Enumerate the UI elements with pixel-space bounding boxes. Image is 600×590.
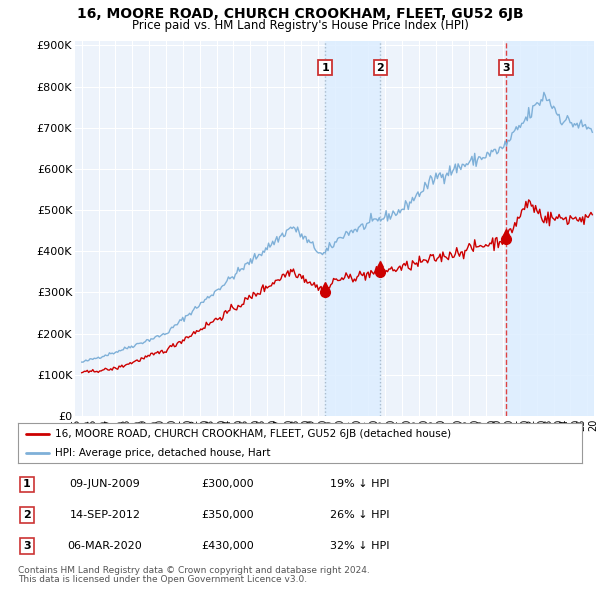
Text: 2: 2 bbox=[23, 510, 31, 520]
Text: 16, MOORE ROAD, CHURCH CROOKHAM, FLEET, GU52 6JB (detached house): 16, MOORE ROAD, CHURCH CROOKHAM, FLEET, … bbox=[55, 429, 451, 439]
Bar bbox=[506, 41, 594, 416]
Text: £430,000: £430,000 bbox=[202, 541, 254, 550]
Text: £300,000: £300,000 bbox=[202, 480, 254, 489]
Text: 26% ↓ HPI: 26% ↓ HPI bbox=[330, 510, 390, 520]
Text: Price paid vs. HM Land Registry's House Price Index (HPI): Price paid vs. HM Land Registry's House … bbox=[131, 19, 469, 32]
Text: 19% ↓ HPI: 19% ↓ HPI bbox=[330, 480, 390, 489]
Text: Contains HM Land Registry data © Crown copyright and database right 2024.: Contains HM Land Registry data © Crown c… bbox=[18, 566, 370, 575]
Text: HPI: Average price, detached house, Hart: HPI: Average price, detached house, Hart bbox=[55, 448, 270, 458]
Text: 14-SEP-2012: 14-SEP-2012 bbox=[70, 510, 140, 520]
Text: £350,000: £350,000 bbox=[202, 510, 254, 520]
Text: 06-MAR-2020: 06-MAR-2020 bbox=[68, 541, 142, 550]
Text: 3: 3 bbox=[23, 541, 31, 550]
Bar bbox=[325, 41, 380, 416]
Text: This data is licensed under the Open Government Licence v3.0.: This data is licensed under the Open Gov… bbox=[18, 575, 307, 584]
Text: 09-JUN-2009: 09-JUN-2009 bbox=[70, 480, 140, 489]
Text: 1: 1 bbox=[321, 63, 329, 73]
Text: 32% ↓ HPI: 32% ↓ HPI bbox=[330, 541, 390, 550]
Text: 16, MOORE ROAD, CHURCH CROOKHAM, FLEET, GU52 6JB: 16, MOORE ROAD, CHURCH CROOKHAM, FLEET, … bbox=[77, 7, 523, 21]
Text: 2: 2 bbox=[376, 63, 384, 73]
Text: 3: 3 bbox=[502, 63, 510, 73]
Text: 1: 1 bbox=[23, 480, 31, 489]
